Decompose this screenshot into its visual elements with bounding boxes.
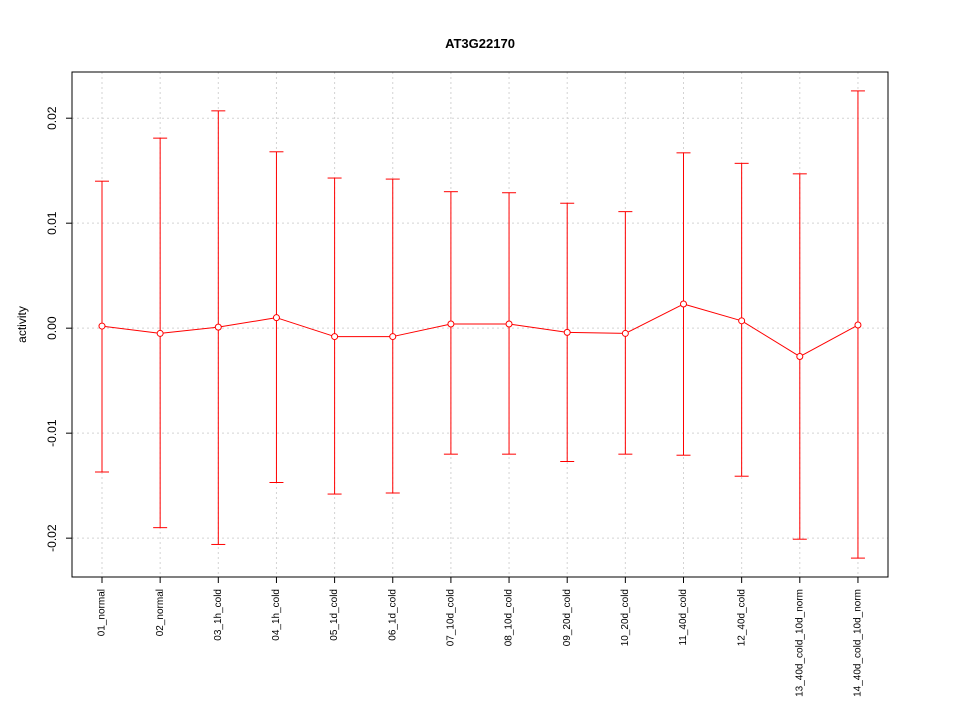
x-tick-label: 01_normal: [97, 589, 108, 636]
y-tick-label: -0.01: [45, 419, 59, 447]
series-line-segment: [392, 323, 452, 338]
data-point: [738, 317, 746, 325]
series-line-segment: [625, 303, 684, 334]
x-tick-label: 13_40d_cold_10d_norm: [794, 589, 805, 697]
x-tick-label: 08_10d_cold: [504, 589, 515, 646]
y-tick-label: -0.02: [45, 524, 59, 552]
data-point: [272, 314, 280, 322]
series-line-segment: [799, 324, 859, 357]
x-tick-label: 03_1h_cold: [213, 589, 224, 641]
data-point: [389, 333, 397, 341]
series-line-segment: [741, 320, 801, 357]
data-point: [156, 329, 164, 337]
x-tick-label: 06_1d_cold: [387, 589, 398, 641]
data-point: [796, 353, 804, 361]
x-tick-label: 05_1d_cold: [329, 589, 340, 641]
data-point: [98, 322, 106, 330]
series-line-segment: [160, 326, 219, 334]
series-line-segment: [276, 317, 335, 338]
y-tick-label: 0.02: [45, 106, 59, 130]
data-point: [447, 320, 455, 328]
series-line-segment: [683, 303, 742, 322]
y-axis-label: activity: [15, 306, 29, 343]
grid: [72, 72, 888, 577]
data-point: [563, 328, 571, 336]
data-point: [214, 323, 222, 331]
x-tick-label: 04_1h_cold: [271, 589, 282, 641]
y-axis: -0.02 -0.01 0.00 0.01 0.02: [45, 106, 72, 552]
y-tick-label: 0.01: [45, 211, 59, 235]
data-point: [331, 333, 339, 341]
y-tick-label: 0.00: [45, 316, 59, 340]
plot-elements: [95, 90, 865, 559]
series-line-segment: [508, 323, 568, 333]
x-tick-label: 09_20d_cold: [562, 589, 573, 646]
data-point: [680, 300, 687, 308]
series-line-segment: [567, 331, 626, 334]
chart-title: AT3G22170: [445, 36, 515, 51]
data-point: [505, 320, 513, 328]
x-axis: 01_normal 02_normal 03_1h_cold 04_1h_cold 05…: [97, 577, 864, 697]
x-tick-label: 10_20d_cold: [620, 589, 631, 646]
x-tick-label: 02_normal: [155, 589, 166, 636]
x-tick-label: 07_10d_cold: [446, 589, 457, 646]
x-tick-label: 14_40d_cold_10d_norm: [853, 589, 864, 697]
data-point: [854, 321, 862, 329]
plot-frame: [71, 71, 889, 578]
series-line-segment: [101, 325, 161, 334]
x-tick-label: 11_40d_cold: [678, 589, 689, 646]
series-line-segment: [218, 317, 277, 328]
data-point: [621, 329, 629, 337]
x-tick-label: 12_40d_cold: [736, 589, 747, 646]
